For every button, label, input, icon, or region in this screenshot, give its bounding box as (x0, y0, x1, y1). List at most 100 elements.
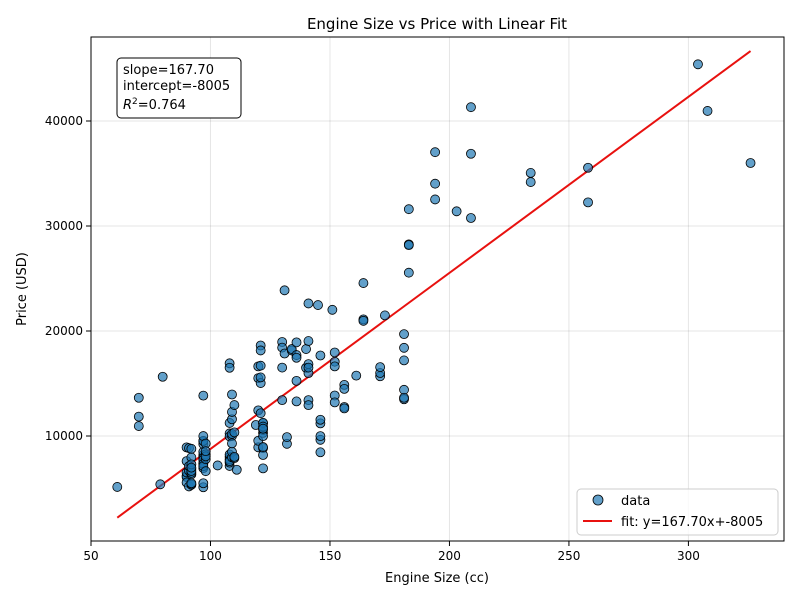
x-tick-label: 50 (83, 549, 98, 563)
data-point (466, 213, 476, 223)
data-point (583, 162, 593, 173)
data-point (430, 178, 441, 189)
x-axis-label: Engine Size (cc) (385, 571, 489, 586)
data-point (375, 362, 386, 373)
data-point (133, 392, 144, 403)
data-point (258, 463, 268, 474)
fit-stats-annotation: slope=167.70 intercept=-8005 R2=0.764 (116, 57, 242, 119)
data-point (255, 360, 266, 371)
data-point (327, 304, 338, 315)
annotation-slope: slope=167.70 (123, 63, 214, 78)
data-point (255, 408, 266, 419)
data-point (277, 395, 288, 406)
data-point (313, 300, 323, 310)
data-point (157, 371, 168, 382)
x-tick-label: 300 (677, 549, 700, 563)
data-point (745, 158, 756, 168)
y-tick-label: 20000 (45, 324, 83, 338)
y-axis-ticks: 10000 20000 30000 40000 (45, 114, 91, 443)
y-axis-label: Price (USD) (15, 252, 30, 326)
data-point (231, 464, 242, 475)
data-point (693, 59, 703, 70)
data-point (329, 361, 340, 372)
data-point (702, 106, 713, 116)
annotation-r2-symbol: R (123, 98, 132, 113)
data-point (255, 372, 266, 383)
x-tick-label: 200 (438, 549, 461, 563)
data-point (229, 400, 240, 410)
legend-box (576, 488, 779, 536)
data-point (186, 462, 197, 473)
data-point (303, 298, 314, 309)
data-point (258, 423, 268, 434)
annotation-r2-value: =0.764 (138, 98, 186, 113)
data-point (212, 460, 223, 471)
fit-line-layer (116, 50, 752, 519)
data-point (430, 194, 441, 205)
data-point (198, 478, 209, 489)
data-point (258, 442, 268, 452)
y-tick-label: 40000 (45, 114, 83, 128)
x-axis-ticks: 50 100 150 200 250 300 (83, 541, 700, 563)
data-point (229, 427, 240, 438)
data-point (380, 310, 390, 321)
data-point (399, 392, 409, 403)
legend: data fit: y=167.70x+-8005 (576, 488, 779, 536)
data-point (291, 352, 302, 363)
data-point (291, 375, 302, 386)
annotation-intercept: intercept=-8005 (123, 79, 230, 94)
annotation-r2-exponent: 2 (132, 97, 138, 107)
x-tick-label: 100 (199, 549, 222, 563)
y-tick-label: 30000 (45, 219, 83, 233)
data-point (291, 396, 302, 407)
data-point (315, 431, 326, 442)
legend-label-fit: fit: y=167.70x+-8005 (621, 515, 763, 530)
data-point (339, 403, 350, 414)
data-point (200, 466, 211, 477)
data-point (198, 390, 209, 401)
data-point (291, 337, 302, 348)
y-tick-label: 10000 (45, 429, 83, 443)
data-point (525, 168, 536, 178)
data-point (255, 345, 266, 356)
data-point (403, 204, 414, 215)
data-point (277, 362, 288, 373)
data-point (399, 342, 409, 353)
data-point (329, 347, 340, 358)
data-point (303, 336, 314, 346)
data-point (583, 197, 593, 208)
data-points (112, 59, 756, 493)
data-point (466, 148, 476, 159)
data-point (303, 362, 314, 373)
legend-label-data: data (621, 494, 650, 509)
data-point (186, 478, 197, 489)
data-point (282, 432, 292, 443)
data-point (451, 206, 462, 217)
data-point (112, 482, 123, 492)
data-point (229, 451, 240, 462)
data-point (301, 344, 311, 354)
data-point (329, 397, 340, 408)
data-point (399, 329, 409, 340)
data-point (133, 421, 144, 431)
data-point (315, 414, 326, 425)
data-point (133, 411, 144, 422)
data-point (358, 278, 369, 288)
data-point (358, 315, 369, 326)
data-point (315, 447, 326, 458)
grid-lines (90, 37, 784, 541)
data-point (200, 446, 211, 457)
x-tick-label: 250 (557, 549, 580, 563)
fit-line (116, 50, 752, 519)
chart-title: Engine Size vs Price with Linear Fit (307, 15, 567, 33)
data-point (339, 383, 350, 394)
legend-marker-data (592, 494, 604, 506)
data-point (403, 267, 414, 278)
data-point (279, 285, 290, 296)
data-point (399, 355, 409, 366)
data-point (227, 389, 237, 400)
plot-frame (90, 36, 785, 542)
data-point (351, 370, 362, 381)
data-point (466, 102, 476, 113)
